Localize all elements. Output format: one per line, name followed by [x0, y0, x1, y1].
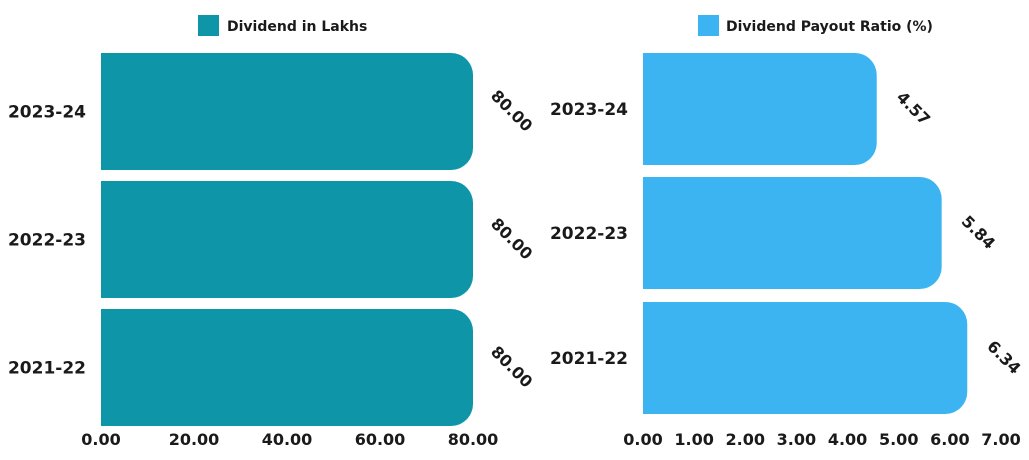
data-label: 80.00 — [487, 86, 536, 135]
data-label: 4.57 — [893, 88, 934, 129]
x-tick-label: 4.00 — [828, 430, 867, 449]
x-tick-label: 6.00 — [930, 430, 969, 449]
x-tick-label: 80.00 — [448, 430, 499, 449]
x-tick-label: 60.00 — [355, 430, 406, 449]
x-tick-label: 7.00 — [981, 430, 1020, 449]
bar-2021-22 — [643, 302, 968, 414]
bar-2023-24 — [101, 53, 473, 170]
legend-label: Dividend in Lakhs — [227, 19, 367, 35]
data-label: 80.00 — [487, 214, 536, 263]
category-label: 2022-23 — [8, 231, 86, 251]
category-label: 2022-23 — [550, 224, 628, 244]
x-tick-label: 2.00 — [726, 430, 765, 449]
x-tick-label: 3.00 — [777, 430, 816, 449]
data-label: 6.34 — [983, 337, 1024, 378]
x-tick-label: 40.00 — [262, 430, 313, 449]
x-tick-label: 5.00 — [879, 430, 918, 449]
x-tick-label: 0.00 — [623, 430, 662, 449]
x-tick-label: 20.00 — [169, 430, 220, 449]
bar-2022-23 — [101, 181, 473, 298]
category-label: 2021-22 — [8, 359, 86, 379]
bar-2021-22 — [101, 309, 473, 426]
category-label: 2021-22 — [550, 349, 628, 369]
x-tick-label: 1.00 — [674, 430, 713, 449]
dividend-lakhs-chart: Dividend in Lakhs 2023-24 80.00 2022-23 80.0… — [8, 15, 536, 449]
legend-label: Dividend Payout Ratio (%) — [726, 19, 933, 35]
data-label: 80.00 — [487, 342, 536, 391]
dividend-payout-ratio-chart: Dividend Payout Ratio (%) 2023-24 4.57 2022… — [550, 15, 1025, 449]
data-label: 5.84 — [958, 212, 999, 253]
legend-swatch — [198, 15, 219, 36]
category-label: 2023-24 — [550, 100, 628, 120]
bar-2023-24 — [643, 53, 877, 165]
category-label: 2023-24 — [8, 103, 86, 123]
legend-swatch — [698, 15, 719, 36]
x-tick-label: 0.00 — [81, 430, 120, 449]
bar-2022-23 — [643, 177, 942, 289]
